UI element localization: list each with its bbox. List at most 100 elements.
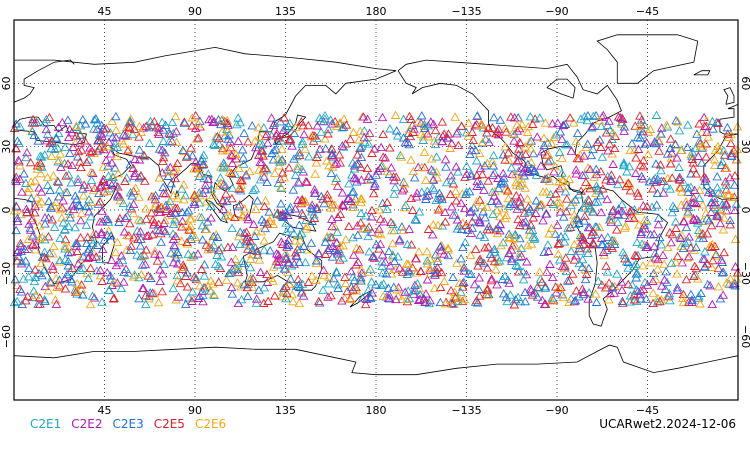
- coastline: [397, 59, 622, 194]
- occultation-marker: [482, 263, 493, 272]
- occultation-marker: [591, 110, 601, 120]
- occultation-marker: [51, 132, 62, 142]
- occultation-marker: [86, 175, 97, 184]
- occultation-marker: [245, 275, 255, 284]
- occultation-marker: [196, 156, 207, 165]
- coastline: [546, 78, 576, 99]
- occultation-marker: [279, 263, 290, 273]
- occultation-marker: [258, 298, 269, 307]
- occultation-marker: [649, 241, 660, 251]
- occultation-marker: [289, 128, 300, 138]
- occultation-marker: [320, 237, 331, 246]
- occultation-marker: [154, 173, 165, 182]
- occultation-marker: [259, 122, 269, 132]
- occultation-marker: [422, 256, 432, 265]
- occultation-marker: [196, 212, 207, 222]
- occultation-marker: [158, 152, 169, 162]
- occultation-marker: [156, 237, 166, 246]
- occultation-marker: [166, 178, 176, 188]
- occultation-marker: [447, 175, 457, 185]
- occultation-marker: [337, 141, 347, 150]
- occultation-marker: [48, 171, 59, 180]
- occultation-marker: [330, 176, 341, 185]
- occultation-marker: [391, 126, 402, 135]
- occultation-marker: [652, 264, 663, 273]
- occultation-marker: [233, 267, 244, 277]
- occultation-marker: [381, 292, 392, 301]
- occultation-marker: [662, 173, 673, 183]
- occultation-marker: [380, 257, 391, 266]
- occultation-marker: [232, 278, 243, 287]
- occultation-marker: [284, 240, 294, 249]
- occultation-marker: [430, 125, 441, 135]
- occultation-marker: [320, 110, 330, 120]
- occultation-marker: [238, 159, 249, 168]
- occultation-marker: [525, 111, 536, 121]
- occultation-marker: [254, 255, 265, 264]
- occultation-marker: [97, 276, 107, 285]
- occultation-marker: [651, 159, 661, 168]
- occultation-marker: [638, 161, 649, 171]
- occultation-marker: [284, 279, 295, 289]
- occultation-marker: [642, 201, 652, 211]
- occultation-marker: [289, 228, 299, 237]
- occultation-marker: [513, 149, 524, 159]
- coastline: [13, 59, 75, 103]
- occultation-marker: [254, 131, 265, 141]
- occultation-marker: [580, 274, 591, 284]
- occultation-marker: [655, 160, 666, 169]
- occultation-marker: [366, 212, 377, 221]
- occultation-marker: [579, 151, 589, 160]
- occultation-marker: [330, 222, 340, 231]
- occultation-marker: [124, 123, 135, 132]
- occultation-marker: [489, 112, 499, 122]
- occultation-marker: [566, 200, 576, 209]
- occultation-marker: [155, 276, 165, 286]
- occultation-marker: [553, 118, 563, 127]
- occultation-marker: [658, 250, 668, 259]
- occultation-marker: [285, 118, 295, 127]
- occultation-marker: [560, 139, 571, 149]
- occultation-marker: [710, 145, 721, 155]
- occultation-marker: [171, 252, 181, 262]
- occultation-marker: [617, 206, 627, 215]
- occultation-marker: [411, 215, 422, 224]
- occultation-marker: [466, 168, 476, 178]
- occultation-marker: [297, 279, 308, 288]
- occultation-marker: [191, 273, 201, 282]
- occultation-marker: [569, 296, 580, 306]
- occultation-marker: [35, 299, 45, 308]
- occultation-marker: [217, 143, 228, 153]
- occultation-marker: [366, 174, 376, 183]
- occultation-marker: [140, 290, 151, 300]
- occultation-marker: [239, 258, 249, 268]
- occultation-marker: [63, 170, 74, 179]
- occultation-marker: [118, 130, 129, 139]
- occultation-marker: [220, 211, 231, 220]
- occultation-marker: [106, 255, 117, 264]
- occultation-marker: [326, 290, 336, 300]
- occultation-marker: [285, 202, 296, 211]
- occultation-marker: [213, 277, 224, 286]
- occultation-marker: [186, 214, 197, 223]
- occultation-marker: [498, 288, 509, 298]
- occultation-marker: [661, 180, 672, 190]
- occultation-marker: [435, 241, 446, 251]
- occultation-marker: [60, 224, 70, 234]
- occultation-marker: [42, 172, 53, 182]
- occultation-marker: [296, 117, 307, 126]
- occultation-marker: [141, 204, 151, 213]
- occultation-marker: [346, 294, 356, 304]
- occultation-marker: [571, 286, 582, 295]
- occultation-marker: [297, 194, 307, 204]
- occultation-marker: [120, 176, 130, 185]
- occultation-marker: [134, 132, 144, 141]
- occultation-marker: [54, 185, 65, 194]
- occultation-marker: [419, 121, 430, 130]
- occultation-marker: [472, 197, 482, 206]
- occultation-marker: [327, 162, 338, 171]
- occultation-marker: [57, 203, 67, 212]
- occultation-marker: [387, 225, 397, 235]
- occultation-marker: [588, 144, 598, 154]
- occultation-marker: [326, 196, 336, 205]
